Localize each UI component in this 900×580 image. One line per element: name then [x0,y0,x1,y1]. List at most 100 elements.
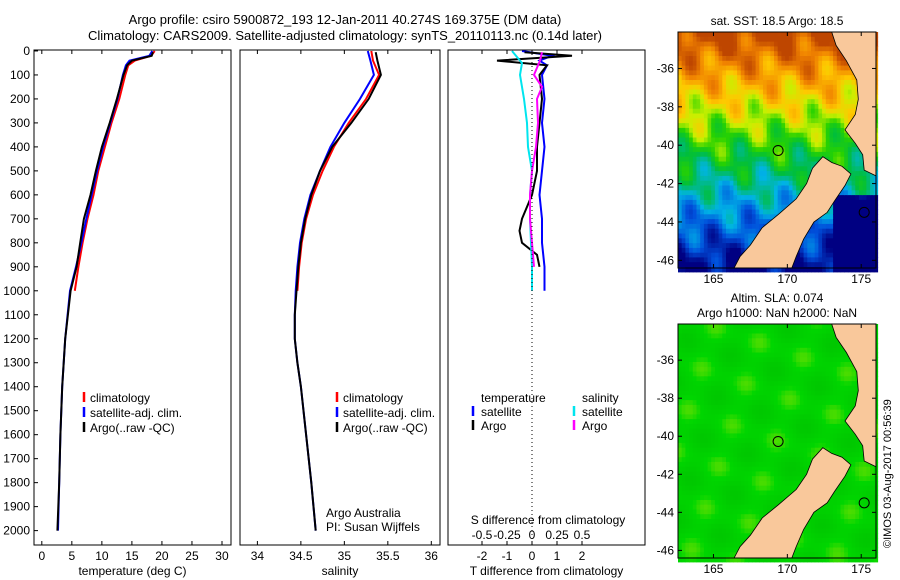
y-tick-label: 1000 [3,284,30,298]
x-tick-label: -1 [502,549,513,563]
y-tick-label: 100 [10,68,30,82]
x-tick-label: 1 [554,549,561,563]
y-tick-label: -36 [657,353,675,367]
x-tick-label: 35.5 [376,549,400,563]
y-tick-label: -46 [657,253,675,267]
series-line-s-satellite [511,50,534,291]
y-tick-label: 1900 [3,500,30,514]
legend-title-salinity: salinity [582,391,619,405]
south-island-land [733,447,852,559]
series-line-satellite-adj-clim- [293,50,375,531]
y-tick-label: -38 [657,100,675,114]
series-line-climatology [73,50,156,291]
map-title: Altim. SLA: 0.074 [731,291,824,305]
legend-label: climatology [90,391,150,405]
x-axis-label: T difference from climatology [470,564,624,578]
map-frame [677,31,877,269]
x-tick-label: 165 [703,272,723,286]
legend-label: Argo(..raw -QC) [90,421,175,435]
figure-title-line2: Climatology: CARS2009. Satellite-adjuste… [88,28,602,43]
legend-label: climatology [343,391,403,405]
x2-tick-label: 0.5 [574,528,591,542]
credit-text: ©IMOS 03-Aug-2017 00:56:39 [882,399,894,548]
y-tick-label: 1400 [3,380,30,394]
pi-label: PI: Susan Wijffels [326,520,420,534]
y-tick-label: 1600 [3,428,30,442]
axes-frame [239,49,441,546]
float-position-marker [858,497,870,509]
y-tick-label: 900 [10,260,30,274]
axes-frame [447,49,646,546]
temperature-profile: 0 5 10 15 20 25 30 temperature (deg C) 0 100 200 30… [3,44,232,578]
x-axis-label: temperature (deg C) [78,564,186,578]
x2-tick-label: 0.25 [545,528,569,542]
legend-label: satellite [582,405,623,419]
map-subtitle: Argo h1000: NaN h2000: NaN [697,306,857,320]
series-line-argo [293,52,382,531]
y-tick-label: 1200 [3,332,30,346]
x2-tick-label: 0 [529,528,536,542]
series-line-argo [56,51,154,531]
legend-label: Argo [582,419,608,433]
y-tick-label: -44 [657,505,675,519]
y-tick-label: -42 [657,467,675,481]
x-tick-label: 34 [251,549,265,563]
y-tick-label: 300 [10,116,30,130]
y-tick-label: 200 [10,92,30,106]
y-tick-label: -36 [657,61,675,75]
difference-profile: -2 -1 0 1 2T difference from climatology -0.5… [447,49,646,578]
y-tick-label: 0 [23,44,30,58]
x2-tick-label: -0.25 [493,528,521,542]
y-tick-label: -42 [657,177,675,191]
x-tick-label: -2 [477,549,488,563]
legend-label: satellite [481,405,522,419]
map-field [678,32,879,273]
y-tick-label: 700 [10,212,30,226]
y-tick-label: 1700 [3,452,30,466]
float-position-marker [772,144,784,156]
x-tick-label: 0 [38,549,45,563]
x-tick-label: 175 [851,272,871,286]
y-tick-label: 400 [10,140,30,154]
south-island-land [733,156,852,269]
x-tick-label: 25 [185,549,199,563]
x-tick-label: 35 [338,549,352,563]
legend-label: Argo(..raw -QC) [343,421,428,435]
y-tick-label: 1500 [3,404,30,418]
figure-title-line1: Argo profile: csiro 5900872_193 12-Jan-2… [129,12,562,27]
sst-map: 165 170 175 -36 -38 -40 -42 -44 -46 sat. SST: 18.… [657,14,879,286]
x2-axis-label: S difference from climatology [471,513,626,527]
y-tick-label: 1100 [4,308,30,322]
map-title: sat. SST: 18.5 Argo: 18.5 [711,14,844,28]
series-line-s-argo [529,51,544,267]
y-tick-label: 2000 [3,524,30,538]
x-tick-label: 170 [777,272,797,286]
x-tick-label: 15 [125,549,139,563]
series-line-satellite-adj-clim- [57,50,154,531]
x-tick-label: 0 [529,549,536,563]
x-tick-label: 170 [777,562,797,576]
float-position-marker [772,435,784,447]
x-tick-label: 175 [851,562,871,576]
map-frame [677,323,877,559]
float-position-marker [858,206,870,218]
axes-frame [33,49,232,546]
salinity-profile: 34 34.5 35 35.5 36 salinity climatologysatelli… [239,49,441,578]
institution-label: Argo Australia [326,506,401,520]
legend-label: satellite-adj. clim. [343,406,435,420]
x2-tick-label: -0.5 [472,528,493,542]
y-tick-label: 600 [10,188,30,202]
x-tick-label: 36 [425,549,439,563]
y-tick-label: -44 [657,215,675,229]
x-tick-label: 2 [579,549,586,563]
x-tick-label: 30 [215,549,229,563]
y-tick-label: 800 [10,236,30,250]
legend-label: satellite-adj. clim. [90,406,182,420]
y-tick-label: -40 [657,429,675,443]
legend-title-temperature: temperature [481,391,546,405]
y-tick-label: -38 [657,391,675,405]
y-tick-label: 500 [10,164,30,178]
x-tick-label: 165 [703,562,723,576]
x-tick-label: 20 [155,549,169,563]
